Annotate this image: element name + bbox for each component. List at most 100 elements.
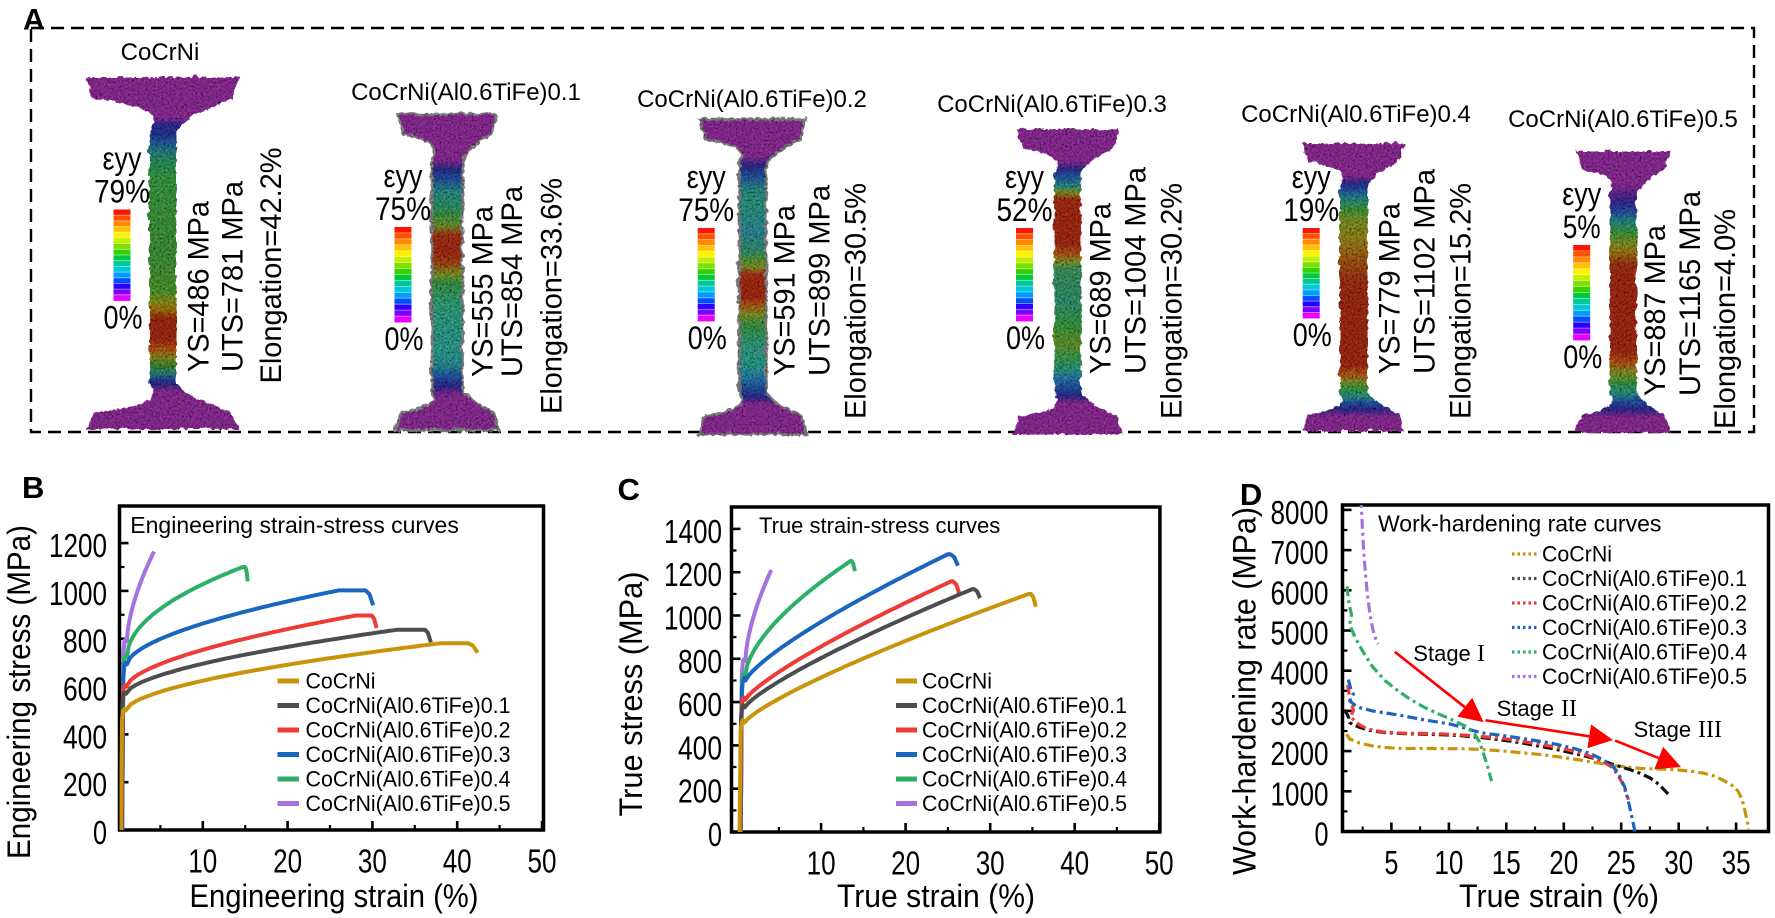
svg-text:20: 20 (891, 845, 920, 882)
svg-text:True strain-stress curves: True strain-stress curves (759, 513, 1000, 538)
svg-text:1000: 1000 (1271, 775, 1329, 812)
svg-text:19%: 19% (1283, 192, 1339, 228)
svg-text:Work-hardening rate (MPa): Work-hardening rate (MPa) (1227, 507, 1263, 875)
svg-text:UTS=1102 MPa: UTS=1102 MPa (1408, 169, 1441, 374)
svg-text:800: 800 (678, 643, 722, 680)
svg-text:30: 30 (1664, 844, 1693, 881)
svg-text:1000: 1000 (664, 600, 722, 637)
svg-text:YS=689 MPa: YS=689 MPa (1084, 203, 1117, 374)
svg-text:CoCrNi(Al0.6TiFe)0.1: CoCrNi(Al0.6TiFe)0.1 (351, 79, 581, 106)
svg-text:εyy: εyy (1562, 176, 1601, 212)
svg-text:III: III (1698, 717, 1722, 743)
svg-text:CoCrNi: CoCrNi (121, 39, 200, 66)
svg-text:True stress (MPa): True stress (MPa) (613, 572, 649, 817)
svg-text:5: 5 (1384, 844, 1398, 881)
svg-text:UTS=781 MPa: UTS=781 MPa (216, 181, 249, 372)
svg-text:εyy: εyy (1292, 159, 1331, 195)
svg-text:CoCrNi(Al0.6TiFe)0.4: CoCrNi(Al0.6TiFe)0.4 (922, 767, 1127, 792)
svg-text:0: 0 (93, 814, 107, 851)
svg-text:CoCrNi(Al0.6TiFe)0.2: CoCrNi(Al0.6TiFe)0.2 (637, 86, 867, 113)
svg-text:1000: 1000 (49, 575, 107, 612)
svg-text:YS=591 MPa: YS=591 MPa (769, 205, 802, 376)
svg-text:3000: 3000 (1271, 695, 1329, 732)
svg-text:5000: 5000 (1271, 615, 1329, 652)
svg-text:Elongation=4.0%: Elongation=4.0% (1709, 209, 1742, 429)
svg-text:εyy: εyy (1005, 159, 1044, 195)
svg-text:CoCrNi(Al0.6TiFe)0.3: CoCrNi(Al0.6TiFe)0.3 (937, 91, 1167, 118)
svg-text:Stage: Stage (1634, 717, 1692, 742)
svg-text:52%: 52% (997, 192, 1053, 228)
svg-text:15: 15 (1492, 844, 1521, 881)
svg-text:1200: 1200 (49, 527, 107, 564)
svg-text:UTS=899 MPa: UTS=899 MPa (804, 185, 837, 376)
svg-text:Engineering strain (%): Engineering strain (%) (190, 878, 479, 914)
svg-text:10: 10 (1434, 844, 1463, 881)
svg-text:35: 35 (1722, 844, 1751, 881)
svg-text:600: 600 (63, 671, 107, 708)
svg-text:0%: 0% (1563, 339, 1602, 375)
svg-text:CoCrNi(Al0.6TiFe)0.5: CoCrNi(Al0.6TiFe)0.5 (922, 791, 1127, 816)
svg-text:II: II (1561, 696, 1577, 722)
svg-text:75%: 75% (678, 192, 734, 228)
svg-text:D: D (1240, 477, 1262, 512)
svg-text:CoCrNi(Al0.6TiFe)0.4: CoCrNi(Al0.6TiFe)0.4 (306, 767, 511, 792)
svg-text:1400: 1400 (664, 513, 722, 550)
svg-text:A: A (23, 4, 45, 37)
svg-text:30: 30 (358, 843, 387, 880)
svg-text:Engineering strain-stress curv: Engineering strain-stress curves (130, 512, 459, 538)
svg-text:40: 40 (1060, 845, 1089, 882)
svg-text:CoCrNi(Al0.6TiFe)0.3: CoCrNi(Al0.6TiFe)0.3 (1542, 615, 1747, 640)
svg-text:40: 40 (443, 843, 472, 880)
svg-text:0: 0 (1315, 816, 1329, 853)
svg-text:0: 0 (708, 816, 722, 853)
svg-text:79%: 79% (94, 174, 150, 210)
svg-text:CoCrNi(Al0.6TiFe)0.2: CoCrNi(Al0.6TiFe)0.2 (922, 718, 1127, 743)
svg-text:εyy: εyy (687, 159, 726, 195)
svg-text:CoCrNi(Al0.6TiFe)0.3: CoCrNi(Al0.6TiFe)0.3 (922, 742, 1127, 767)
svg-text:CoCrNi(Al0.6TiFe)0.4: CoCrNi(Al0.6TiFe)0.4 (1542, 640, 1747, 665)
svg-text:CoCrNi(Al0.6TiFe)0.2: CoCrNi(Al0.6TiFe)0.2 (1542, 591, 1747, 616)
svg-text:UTS=854 MPa: UTS=854 MPa (496, 186, 529, 377)
svg-text:Stage: Stage (1413, 641, 1471, 666)
svg-text:CoCrNi(Al0.6TiFe)0.5: CoCrNi(Al0.6TiFe)0.5 (1542, 664, 1747, 689)
svg-text:Work-hardening rate curves: Work-hardening rate curves (1378, 511, 1661, 537)
svg-text:εyy: εyy (103, 141, 142, 177)
svg-text:5%: 5% (1563, 209, 1601, 245)
svg-text:YS=779 MPa: YS=779 MPa (1373, 203, 1406, 374)
svg-text:YS=887 MPa: YS=887 MPa (1639, 225, 1672, 396)
svg-text:200: 200 (63, 766, 107, 803)
svg-text:600: 600 (678, 686, 722, 723)
svg-text:CoCrNi(Al0.6TiFe)0.1: CoCrNi(Al0.6TiFe)0.1 (306, 693, 511, 718)
svg-text:Elongation=30.2%: Elongation=30.2% (1156, 183, 1189, 419)
svg-text:UTS=1165 MPa: UTS=1165 MPa (1674, 191, 1707, 396)
svg-text:10: 10 (807, 845, 836, 882)
svg-text:UTS=1004 MPa: UTS=1004 MPa (1119, 167, 1152, 374)
svg-text:YS=555 MPa: YS=555 MPa (466, 206, 499, 377)
svg-text:20: 20 (1549, 844, 1578, 881)
svg-text:0%: 0% (104, 300, 143, 336)
svg-text:Elongation=30.5%: Elongation=30.5% (840, 183, 873, 419)
svg-text:CoCrNi: CoCrNi (922, 669, 992, 694)
svg-text:20: 20 (273, 843, 302, 880)
svg-text:10: 10 (188, 843, 217, 880)
svg-text:CoCrNi(Al0.6TiFe)0.5: CoCrNi(Al0.6TiFe)0.5 (1508, 106, 1738, 133)
svg-text:CoCrNi(Al0.6TiFe)0.2: CoCrNi(Al0.6TiFe)0.2 (306, 718, 511, 743)
svg-text:400: 400 (678, 729, 722, 766)
svg-text:30: 30 (976, 845, 1005, 882)
svg-text:Stage: Stage (1497, 696, 1555, 721)
svg-text:εyy: εyy (384, 158, 423, 194)
svg-text:Elongation=42.2%: Elongation=42.2% (255, 148, 288, 384)
svg-text:I: I (1477, 641, 1485, 667)
svg-text:CoCrNi(Al0.6TiFe)0.1: CoCrNi(Al0.6TiFe)0.1 (1542, 566, 1747, 591)
svg-text:400: 400 (63, 718, 107, 755)
svg-text:CoCrNi(Al0.6TiFe)0.4: CoCrNi(Al0.6TiFe)0.4 (1241, 101, 1471, 128)
svg-text:CoCrNi: CoCrNi (1542, 542, 1612, 567)
svg-text:B: B (22, 470, 44, 505)
svg-text:CoCrNi(Al0.6TiFe)0.3: CoCrNi(Al0.6TiFe)0.3 (306, 742, 511, 767)
svg-text:YS=486 MPa: YS=486 MPa (183, 201, 216, 372)
svg-text:0%: 0% (1006, 320, 1045, 356)
svg-text:50: 50 (1145, 845, 1174, 882)
svg-text:CoCrNi(Al0.6TiFe)0.5: CoCrNi(Al0.6TiFe)0.5 (306, 791, 511, 816)
svg-text:1200: 1200 (664, 556, 722, 593)
svg-text:CoCrNi: CoCrNi (306, 669, 376, 694)
